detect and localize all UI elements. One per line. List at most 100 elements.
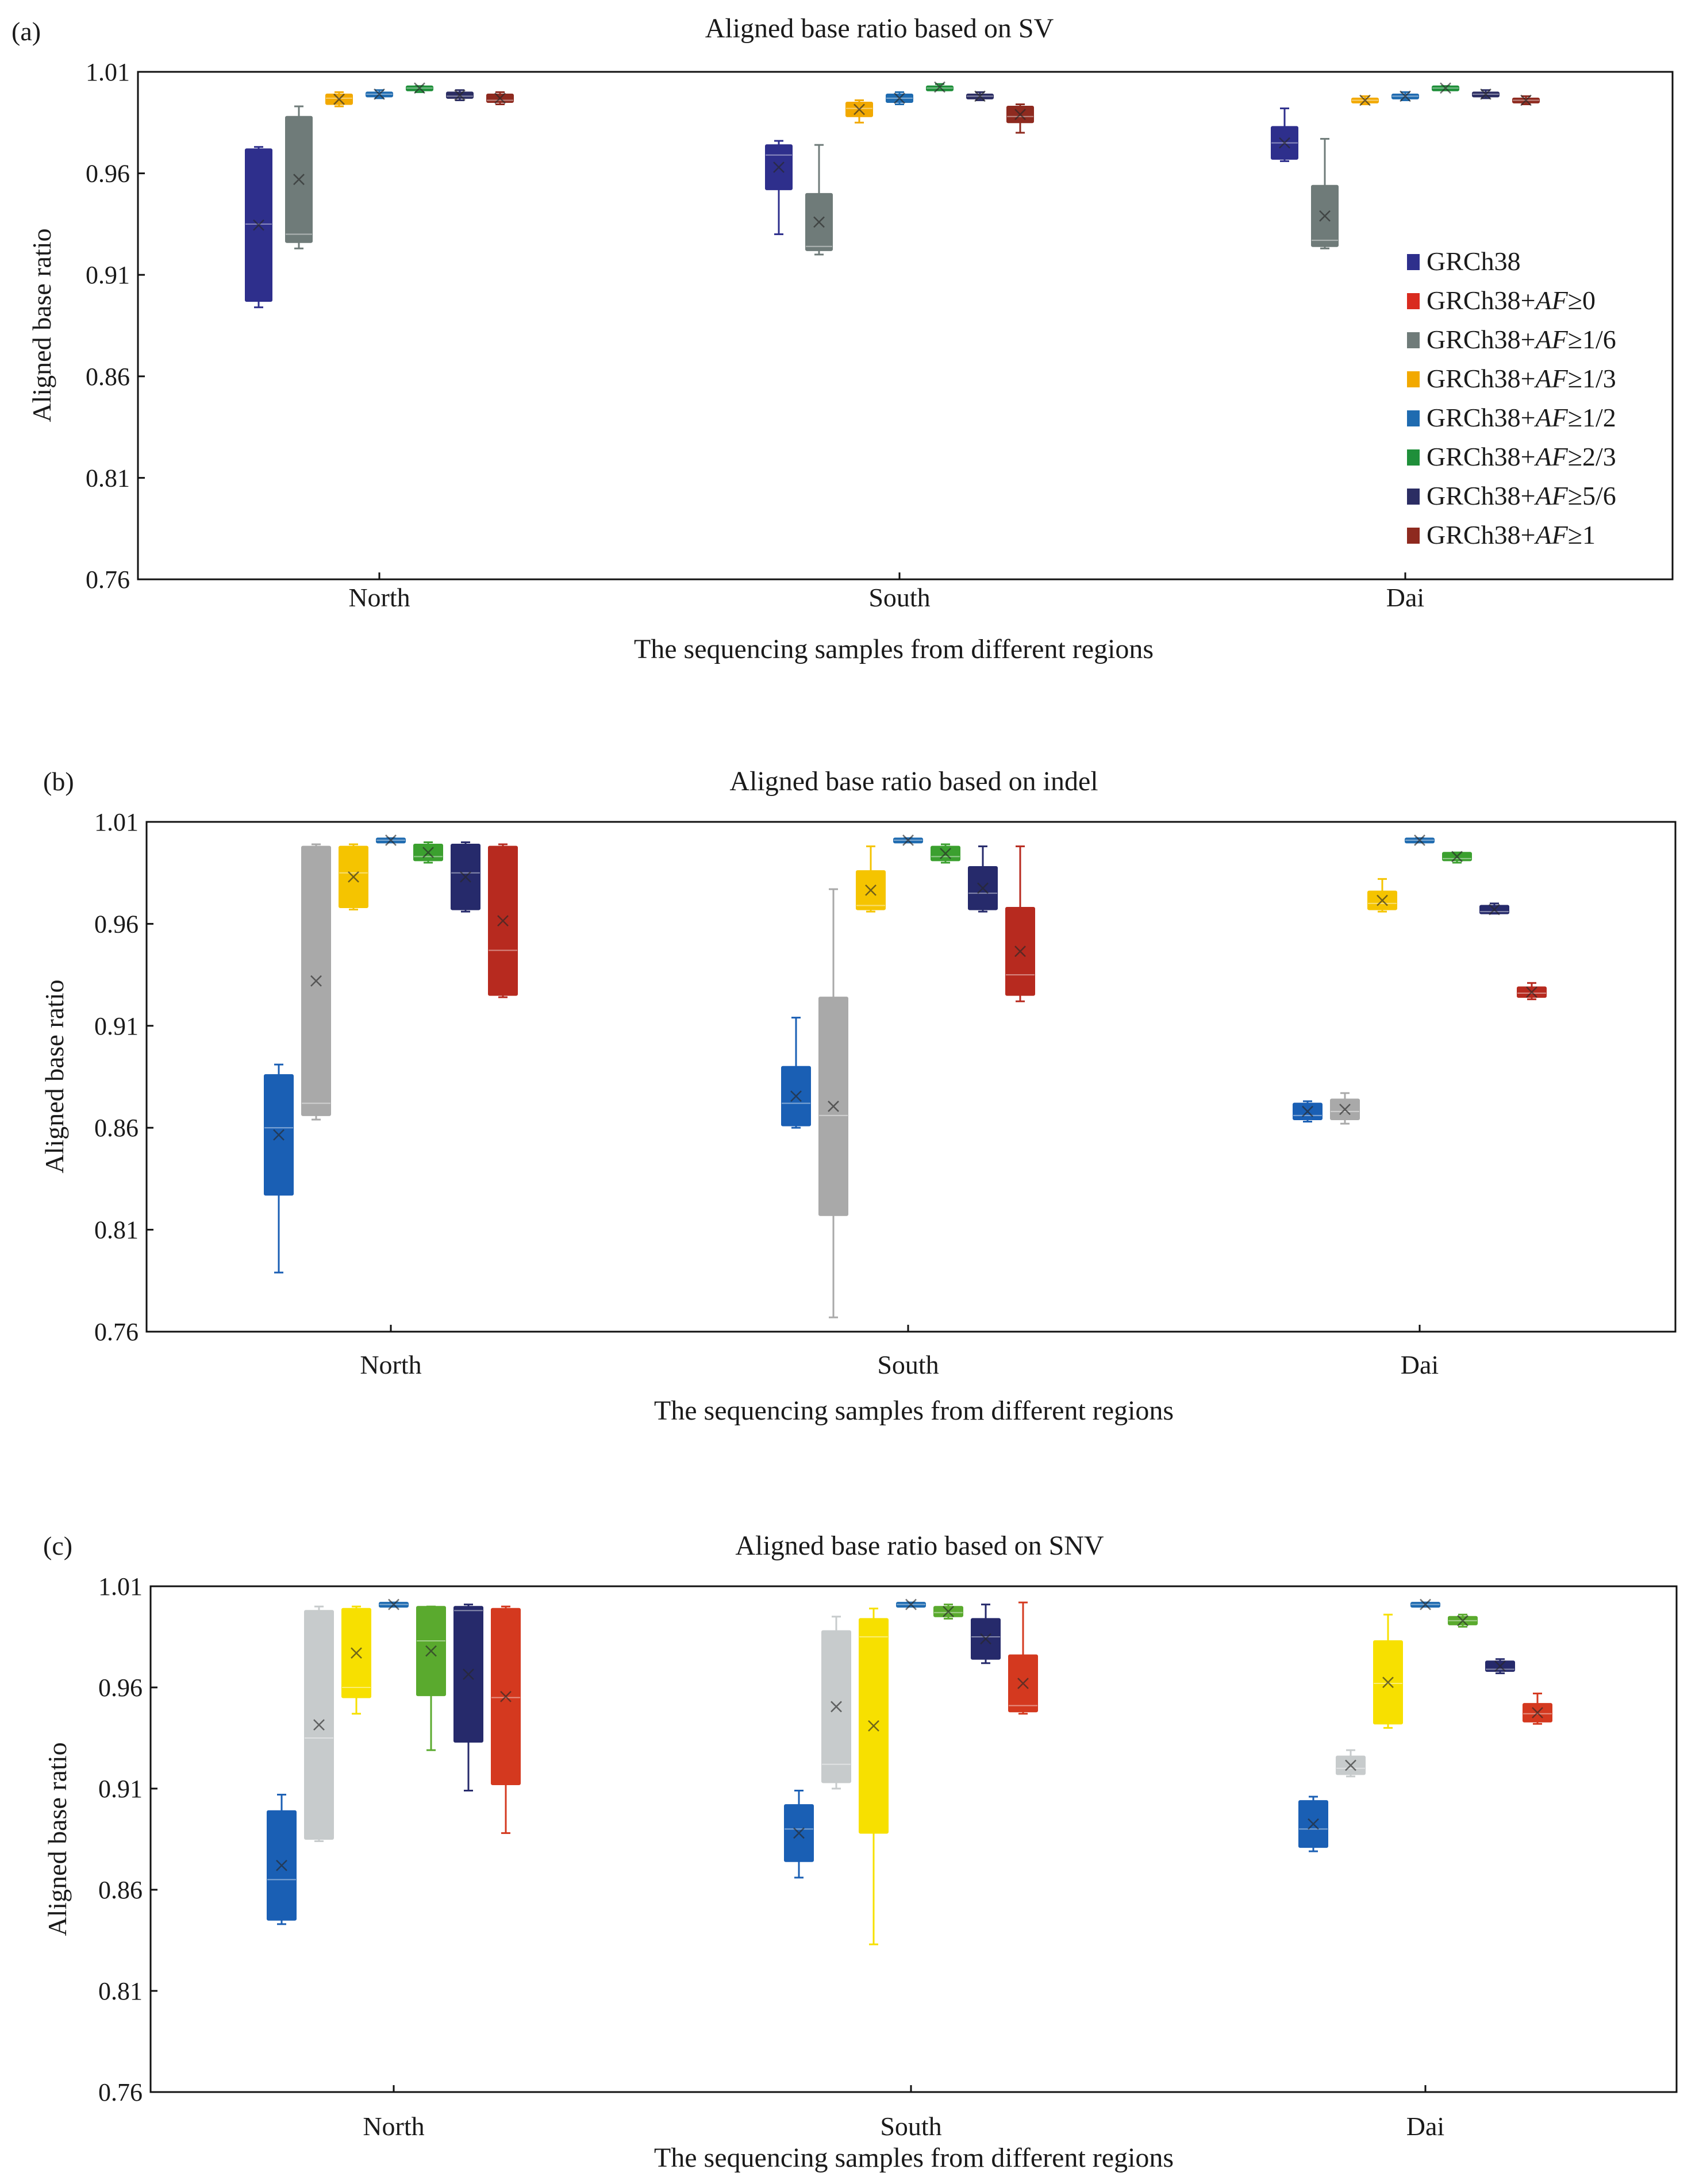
legend-swatch (1407, 528, 1420, 544)
legend-swatch (1407, 449, 1420, 466)
boxes (267, 1598, 1552, 1945)
mean-marker (348, 871, 359, 883)
box-0-2 (325, 91, 353, 107)
box-1-5 (971, 1604, 1001, 1664)
legend-swatch (1407, 410, 1420, 426)
y-tick-label: 0.91 (86, 261, 130, 289)
x-tick-label: South (880, 2112, 941, 2141)
mean-marker (253, 219, 264, 231)
box-1-1 (821, 1616, 851, 1790)
y-tick-label: 0.86 (86, 363, 130, 391)
box-2-1 (1336, 1749, 1366, 1778)
y-tick-label: 0.81 (86, 464, 130, 492)
box-2-4 (1442, 851, 1472, 864)
y-axis-label: Aligned base ratio (43, 1742, 72, 1936)
box-1-2 (859, 1608, 889, 1945)
mean-marker (388, 1598, 399, 1610)
mean-marker (868, 1720, 879, 1732)
legend-swatch (1407, 332, 1420, 348)
mean-marker (902, 835, 914, 846)
mean-marker (460, 871, 471, 883)
box-1-3 (893, 835, 923, 846)
boxes (245, 81, 1540, 309)
box-2-0 (1271, 107, 1298, 162)
mean-marker (1420, 1598, 1431, 1610)
box-2-2 (1351, 94, 1379, 106)
mean-marker (1017, 1678, 1029, 1689)
mean-marker (790, 1090, 802, 1102)
legend: GRCh38 GRCh38+AF≥0 GRCh38+AF≥1/6 GRCh38+AF≥… (1407, 247, 1616, 549)
legend-label: GRCh38+AF≥1/6 (1427, 325, 1616, 354)
box-1-2 (856, 845, 886, 913)
chart-title: Aligned base ratio based on SV (705, 13, 1054, 44)
mean-marker (500, 1690, 512, 1702)
mean-marker (276, 1859, 287, 1871)
box-0-2 (339, 843, 368, 911)
mean-marker (773, 162, 785, 173)
mean-marker (1451, 851, 1463, 863)
mean-marker (813, 216, 825, 228)
mean-marker (454, 89, 466, 101)
y-tick-label: 0.91 (94, 1012, 139, 1040)
y-axis: 0.76 0.81 0.86 0.91 0.96 1.01 (86, 58, 145, 594)
box-2-1 (1330, 1092, 1360, 1125)
mean-marker (1345, 1759, 1356, 1771)
box-0-6 (488, 843, 518, 998)
x-axis-label: The sequencing samples from different re… (654, 2143, 1174, 2173)
box-0-2 (341, 1605, 371, 1715)
legend-label: GRCh38 (1427, 247, 1521, 276)
box-0-3 (376, 835, 406, 846)
mean-marker (1014, 945, 1026, 958)
legend-label: GRCh38+AF≥5/6 (1427, 481, 1616, 510)
y-tick-label: 0.86 (98, 1876, 143, 1904)
box-1-4 (931, 843, 960, 864)
box-0-3 (366, 88, 393, 100)
mean-marker (313, 1719, 325, 1731)
box-1-1 (818, 888, 848, 1318)
mean-marker (977, 882, 989, 894)
mean-marker (828, 1101, 839, 1112)
box-2-6 (1517, 982, 1547, 1001)
y-tick-label: 0.81 (98, 1977, 143, 2005)
mean-marker (1532, 1707, 1543, 1718)
mean-marker (494, 93, 506, 104)
box-2-3 (1410, 1598, 1440, 1610)
mean-marker (1489, 903, 1500, 916)
y-tick-label: 0.96 (98, 1674, 143, 1702)
box-1-6 (1006, 103, 1034, 134)
box-1-5 (966, 90, 994, 102)
legend-swatch (1407, 254, 1420, 270)
box-0-1 (301, 843, 331, 1121)
x-axis: North South Dai (348, 572, 1424, 612)
y-tick-label: 0.96 (86, 160, 130, 188)
mean-marker (1339, 1103, 1351, 1116)
y-tick-label: 1.01 (98, 1572, 143, 1601)
panel-label: (c) (43, 1531, 72, 1560)
box-1-0 (784, 1790, 814, 1879)
mean-marker (1377, 894, 1388, 906)
x-tick-label: Dai (1401, 1350, 1439, 1379)
mean-marker (1400, 90, 1411, 102)
mean-marker (1359, 94, 1371, 106)
mean-marker (351, 1647, 362, 1659)
y-axis-label: Aligned base ratio (40, 979, 69, 1173)
x-tick-label: Dai (1406, 2112, 1444, 2141)
box-2-0 (1293, 1100, 1323, 1123)
y-tick-label: 0.81 (94, 1216, 139, 1244)
box-2-2 (1367, 878, 1397, 913)
mean-marker (333, 93, 345, 105)
box-2-6 (1523, 1693, 1552, 1725)
box-0-5 (446, 89, 474, 101)
box-1-2 (845, 99, 873, 124)
legend-label: GRCh38+AF≥0 (1427, 286, 1596, 315)
mean-marker (1279, 137, 1290, 149)
legend-swatch (1407, 293, 1420, 309)
chart-title: Aligned base ratio based on SNV (735, 1531, 1104, 1561)
box-2-3 (1391, 90, 1419, 102)
plot-frame (145, 821, 1677, 1333)
y-tick-label: 0.91 (98, 1775, 143, 1803)
mean-marker (1457, 1614, 1468, 1627)
box-1-6 (1008, 1601, 1038, 1715)
mean-marker (1480, 88, 1491, 100)
plot-frame (137, 71, 1674, 580)
